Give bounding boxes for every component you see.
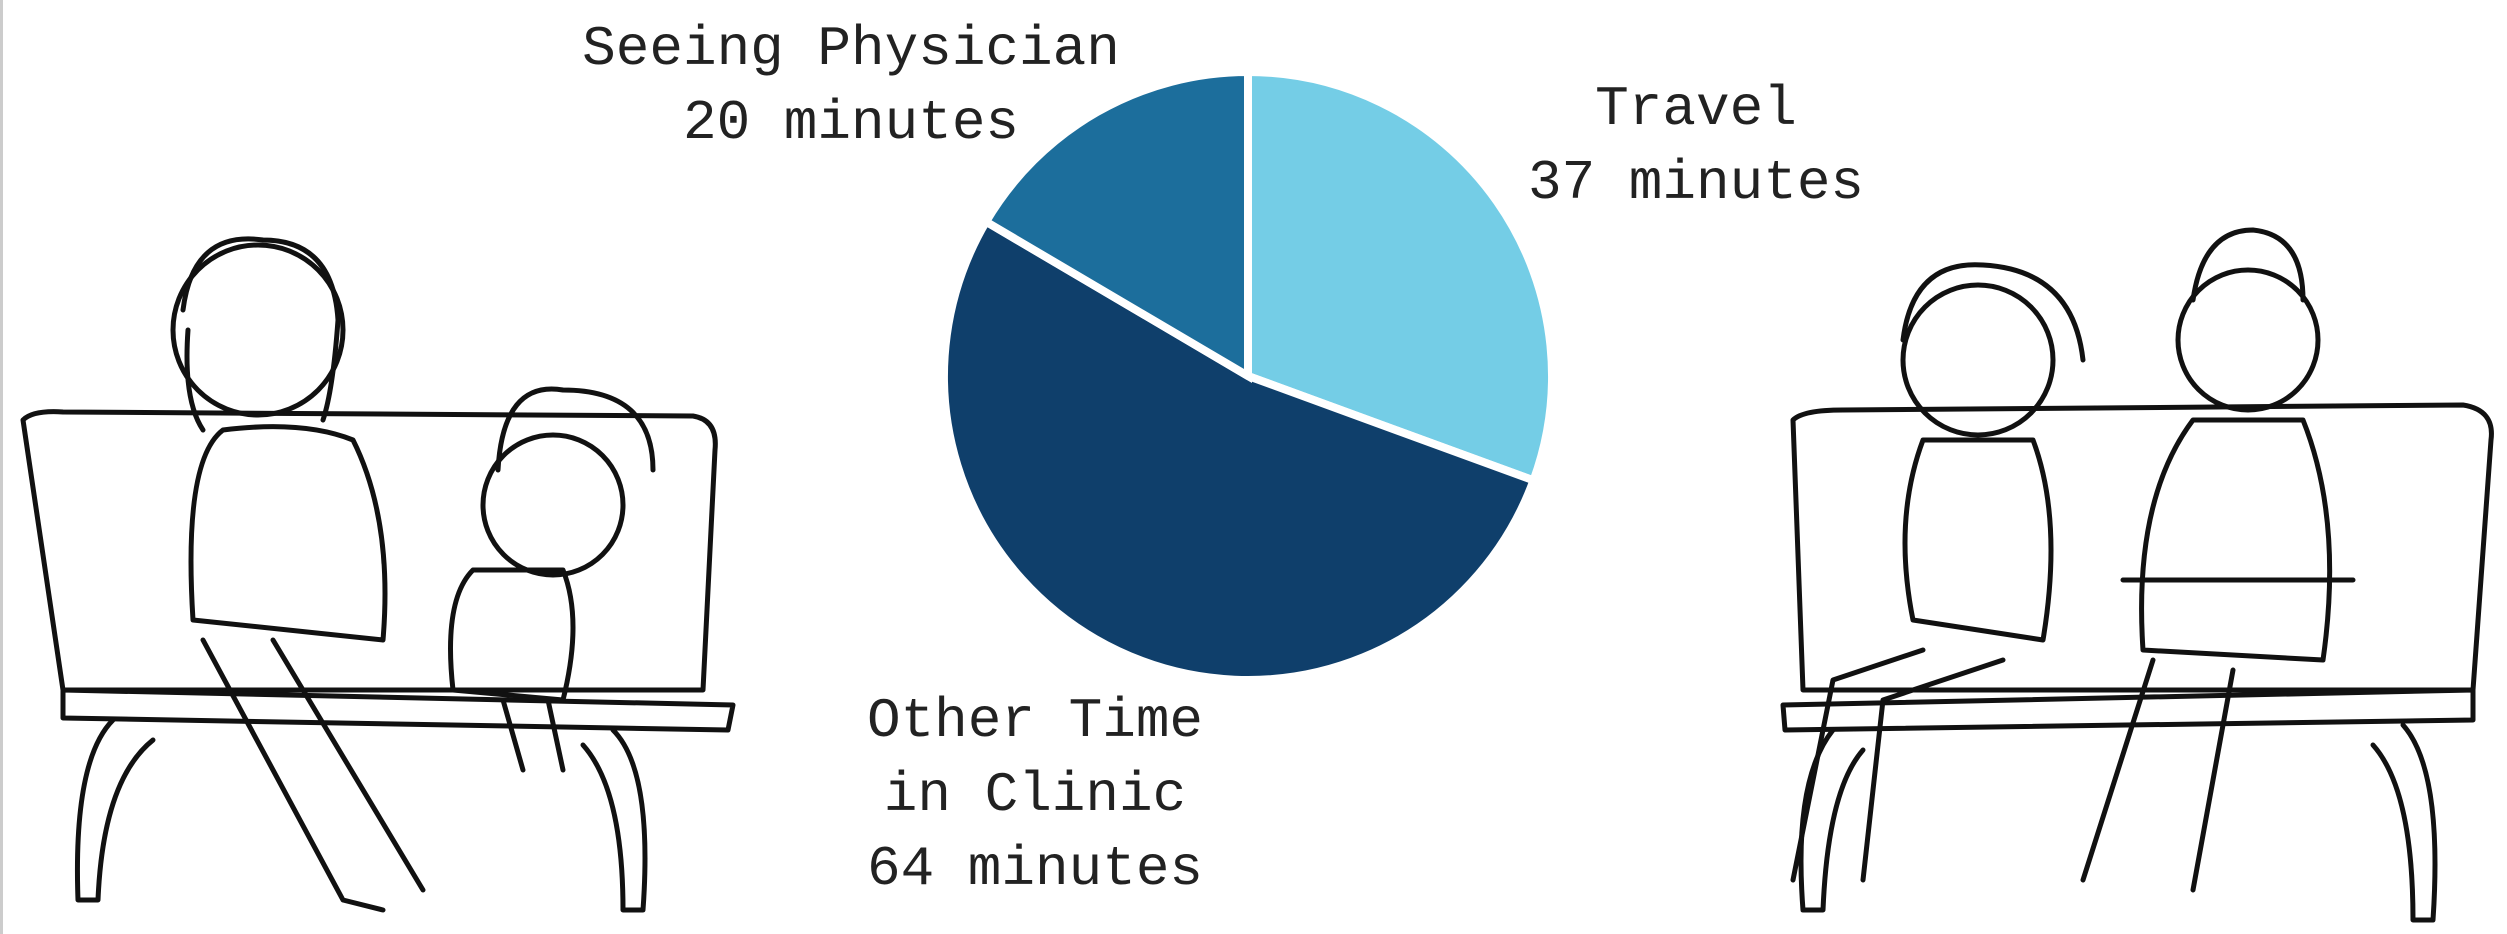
value-label: 20 minutes xyxy=(682,91,1020,155)
slice-label: Seeing Physician 20 minutes xyxy=(541,12,1161,160)
value-label: 64 minutes xyxy=(866,837,1204,901)
category-label: Seeing Physician xyxy=(582,17,1120,81)
pie-slice xyxy=(1244,67,1556,486)
pie-slice xyxy=(940,216,1539,684)
left-illustration xyxy=(20,236,736,913)
category-label: Travel xyxy=(1595,77,1797,141)
pie-slice xyxy=(980,67,1252,383)
value-label: 37 minutes xyxy=(1527,151,1865,215)
slice-label: Travel 37 minutes xyxy=(1486,72,1906,220)
chart xyxy=(20,67,2494,923)
right-illustration xyxy=(1780,227,2494,923)
category-label: Other Time in Clinic xyxy=(866,689,1204,827)
slice-label: Other Time in Clinic 64 minutes xyxy=(835,684,1235,906)
